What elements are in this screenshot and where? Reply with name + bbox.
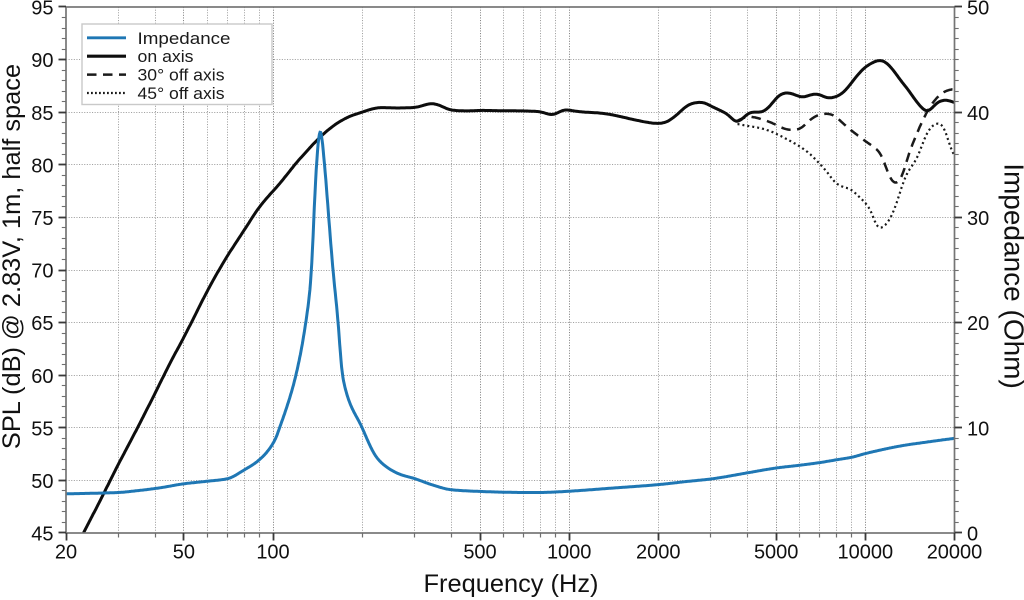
svg-text:20000: 20000	[927, 542, 983, 564]
svg-text:45° off axis: 45° off axis	[138, 85, 225, 103]
svg-text:95: 95	[31, 0, 53, 20]
svg-text:0: 0	[967, 524, 978, 546]
svg-text:1000: 1000	[547, 542, 592, 564]
svg-text:SPL (dB) @ 2.83V, 1m, half spa: SPL (dB) @ 2.83V, 1m, half space	[0, 64, 26, 449]
svg-text:10: 10	[967, 418, 989, 440]
svg-text:Impedance (Ohm): Impedance (Ohm)	[999, 163, 1024, 389]
svg-text:55: 55	[31, 418, 53, 440]
svg-text:20: 20	[967, 313, 989, 335]
svg-text:65: 65	[31, 313, 53, 335]
svg-text:75: 75	[31, 208, 53, 230]
svg-text:85: 85	[31, 103, 53, 125]
svg-text:45: 45	[31, 524, 53, 546]
svg-text:30: 30	[967, 208, 989, 230]
svg-text:50: 50	[967, 0, 989, 20]
svg-text:100: 100	[256, 542, 289, 564]
svg-text:Frequency (Hz): Frequency (Hz)	[424, 570, 599, 598]
svg-text:70: 70	[31, 261, 53, 283]
svg-text:20: 20	[55, 542, 77, 564]
svg-text:on axis: on axis	[138, 48, 194, 66]
svg-text:90: 90	[31, 50, 53, 72]
svg-text:60: 60	[31, 366, 53, 388]
svg-text:5000: 5000	[754, 542, 799, 564]
svg-text:50: 50	[31, 471, 53, 493]
svg-text:2000: 2000	[636, 542, 681, 564]
svg-text:Impedance: Impedance	[138, 30, 231, 48]
svg-text:30° off axis: 30° off axis	[138, 67, 225, 85]
svg-text:80: 80	[31, 155, 53, 177]
svg-text:10000: 10000	[837, 542, 893, 564]
svg-text:50: 50	[173, 542, 195, 564]
svg-text:500: 500	[463, 542, 496, 564]
svg-text:40: 40	[967, 103, 989, 125]
